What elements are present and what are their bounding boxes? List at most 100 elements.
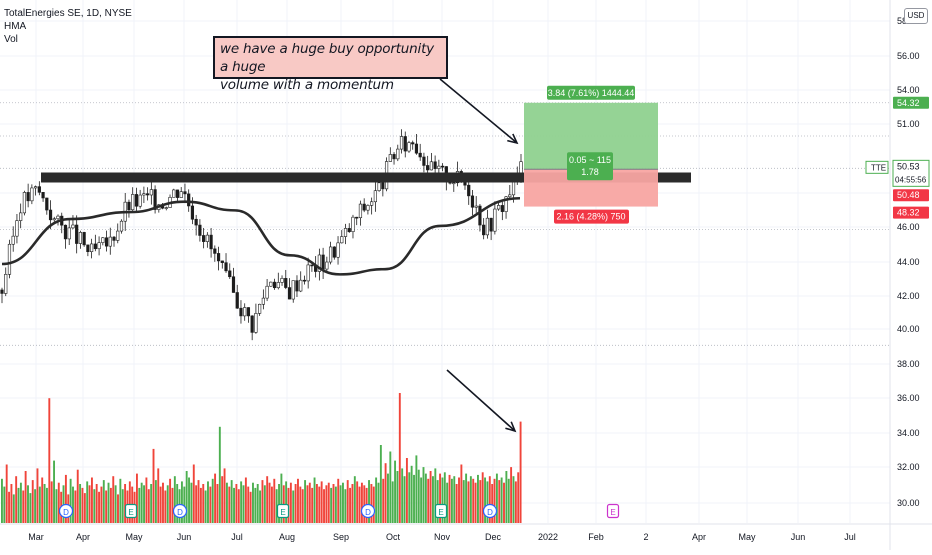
volume-bar bbox=[334, 486, 337, 523]
candle-body bbox=[250, 315, 254, 333]
volume-bar bbox=[188, 477, 190, 523]
volume-bar bbox=[157, 468, 160, 523]
annotation-note[interactable]: we have a huge buy opportunity a huge vo… bbox=[213, 36, 448, 93]
earnings-marker bbox=[606, 503, 620, 519]
volume-bar bbox=[448, 474, 451, 523]
volume-bar bbox=[69, 478, 72, 523]
price-tick-label: 34.00 bbox=[897, 428, 920, 438]
volume-bar bbox=[169, 478, 172, 523]
candle-body bbox=[299, 279, 303, 292]
candle-body bbox=[220, 260, 224, 263]
candle-body bbox=[0, 289, 4, 294]
volume-bar bbox=[439, 473, 442, 523]
currency-button[interactable]: USD bbox=[904, 8, 928, 24]
stop-label: 2.16 (4.28%) 750 bbox=[556, 212, 625, 222]
volume-bar bbox=[190, 482, 193, 523]
volume-bar bbox=[240, 481, 243, 523]
candle-body bbox=[306, 264, 310, 282]
ticker-tag-box bbox=[865, 160, 889, 174]
volume-bar bbox=[164, 490, 167, 523]
volume-bar bbox=[505, 471, 508, 523]
volume-bar bbox=[145, 477, 148, 523]
volume-bar bbox=[43, 484, 46, 523]
candle-body bbox=[142, 193, 146, 196]
stop-price-tag: 48.32 bbox=[897, 208, 920, 218]
candle-body bbox=[175, 189, 180, 198]
time-tick-label: Oct bbox=[386, 532, 401, 542]
candle-body bbox=[216, 253, 221, 262]
volume-bar bbox=[401, 468, 404, 523]
candle-body bbox=[243, 307, 247, 317]
volume-bar bbox=[484, 477, 487, 523]
volume-bar bbox=[233, 487, 235, 523]
symbol-legend[interactable]: TotalEnergies SE, 1D, NYSE bbox=[4, 8, 132, 19]
volume-bar bbox=[491, 484, 494, 523]
volume-bar bbox=[344, 489, 347, 523]
volume-bar bbox=[517, 472, 520, 523]
candle-body bbox=[164, 207, 168, 209]
volume-bar bbox=[88, 485, 91, 523]
volume-bar bbox=[105, 490, 108, 523]
candle-body bbox=[194, 218, 198, 226]
volume-bar bbox=[36, 468, 39, 523]
volume-bar bbox=[1, 478, 3, 523]
volume-bar bbox=[100, 486, 103, 523]
volume-bar bbox=[128, 481, 131, 523]
volume-bar bbox=[53, 460, 55, 523]
time-tick-label: 2022 bbox=[538, 532, 558, 542]
volume-bar bbox=[152, 448, 155, 523]
volume-bar bbox=[57, 482, 60, 523]
volume-bar bbox=[427, 478, 430, 523]
earnings-marker bbox=[124, 503, 138, 519]
volume-bar bbox=[162, 482, 164, 523]
volume-bar bbox=[107, 482, 110, 523]
volume-bar bbox=[114, 485, 117, 523]
volume-bar bbox=[223, 468, 226, 523]
candle-body bbox=[127, 201, 131, 211]
volume-bar bbox=[330, 487, 333, 523]
price-tick-label: 46.00 bbox=[897, 222, 920, 232]
volume-bar bbox=[360, 482, 363, 523]
candle-body bbox=[403, 136, 407, 152]
volume-bar bbox=[311, 487, 314, 523]
volume-bar bbox=[507, 478, 510, 523]
price-tick-label: 32.00 bbox=[897, 462, 920, 472]
center-label-2: 1.78 bbox=[581, 167, 599, 177]
volume-bar bbox=[382, 478, 385, 523]
last-price-tag: 50.53 bbox=[897, 161, 920, 171]
candle-body bbox=[272, 281, 277, 289]
hma-legend[interactable]: HMA bbox=[4, 21, 27, 32]
candle-body bbox=[235, 292, 239, 309]
volume-bar bbox=[34, 489, 37, 523]
candle-body bbox=[187, 193, 191, 207]
last-price-tag-box bbox=[892, 159, 930, 187]
candle-body bbox=[478, 205, 482, 226]
volume-bar bbox=[235, 484, 238, 523]
volume-bar bbox=[138, 487, 141, 523]
volume-bar bbox=[417, 469, 420, 523]
volume-bar bbox=[19, 482, 22, 523]
volume-legend[interactable]: Vol bbox=[4, 34, 18, 45]
candle-body bbox=[392, 154, 396, 160]
volume-bar bbox=[209, 486, 212, 523]
annotation-arrow-head bbox=[507, 133, 519, 145]
candle-body bbox=[209, 234, 213, 250]
target-label-box bbox=[547, 85, 635, 100]
price-tick-label: 42.00 bbox=[897, 291, 920, 301]
volume-bar bbox=[403, 476, 406, 523]
candle-body bbox=[78, 232, 83, 244]
volume-bar bbox=[375, 477, 378, 523]
candle-body bbox=[41, 192, 45, 199]
candle-body bbox=[52, 218, 56, 221]
dividend-marker bbox=[360, 503, 376, 519]
candle-body bbox=[198, 224, 202, 236]
volume-bar bbox=[237, 489, 240, 523]
candle-body bbox=[407, 142, 411, 152]
volume-bar bbox=[410, 465, 413, 523]
volume-bar bbox=[377, 482, 380, 523]
volume-bar bbox=[424, 473, 427, 523]
volume-bar bbox=[102, 480, 105, 523]
volume-bar bbox=[278, 484, 280, 523]
